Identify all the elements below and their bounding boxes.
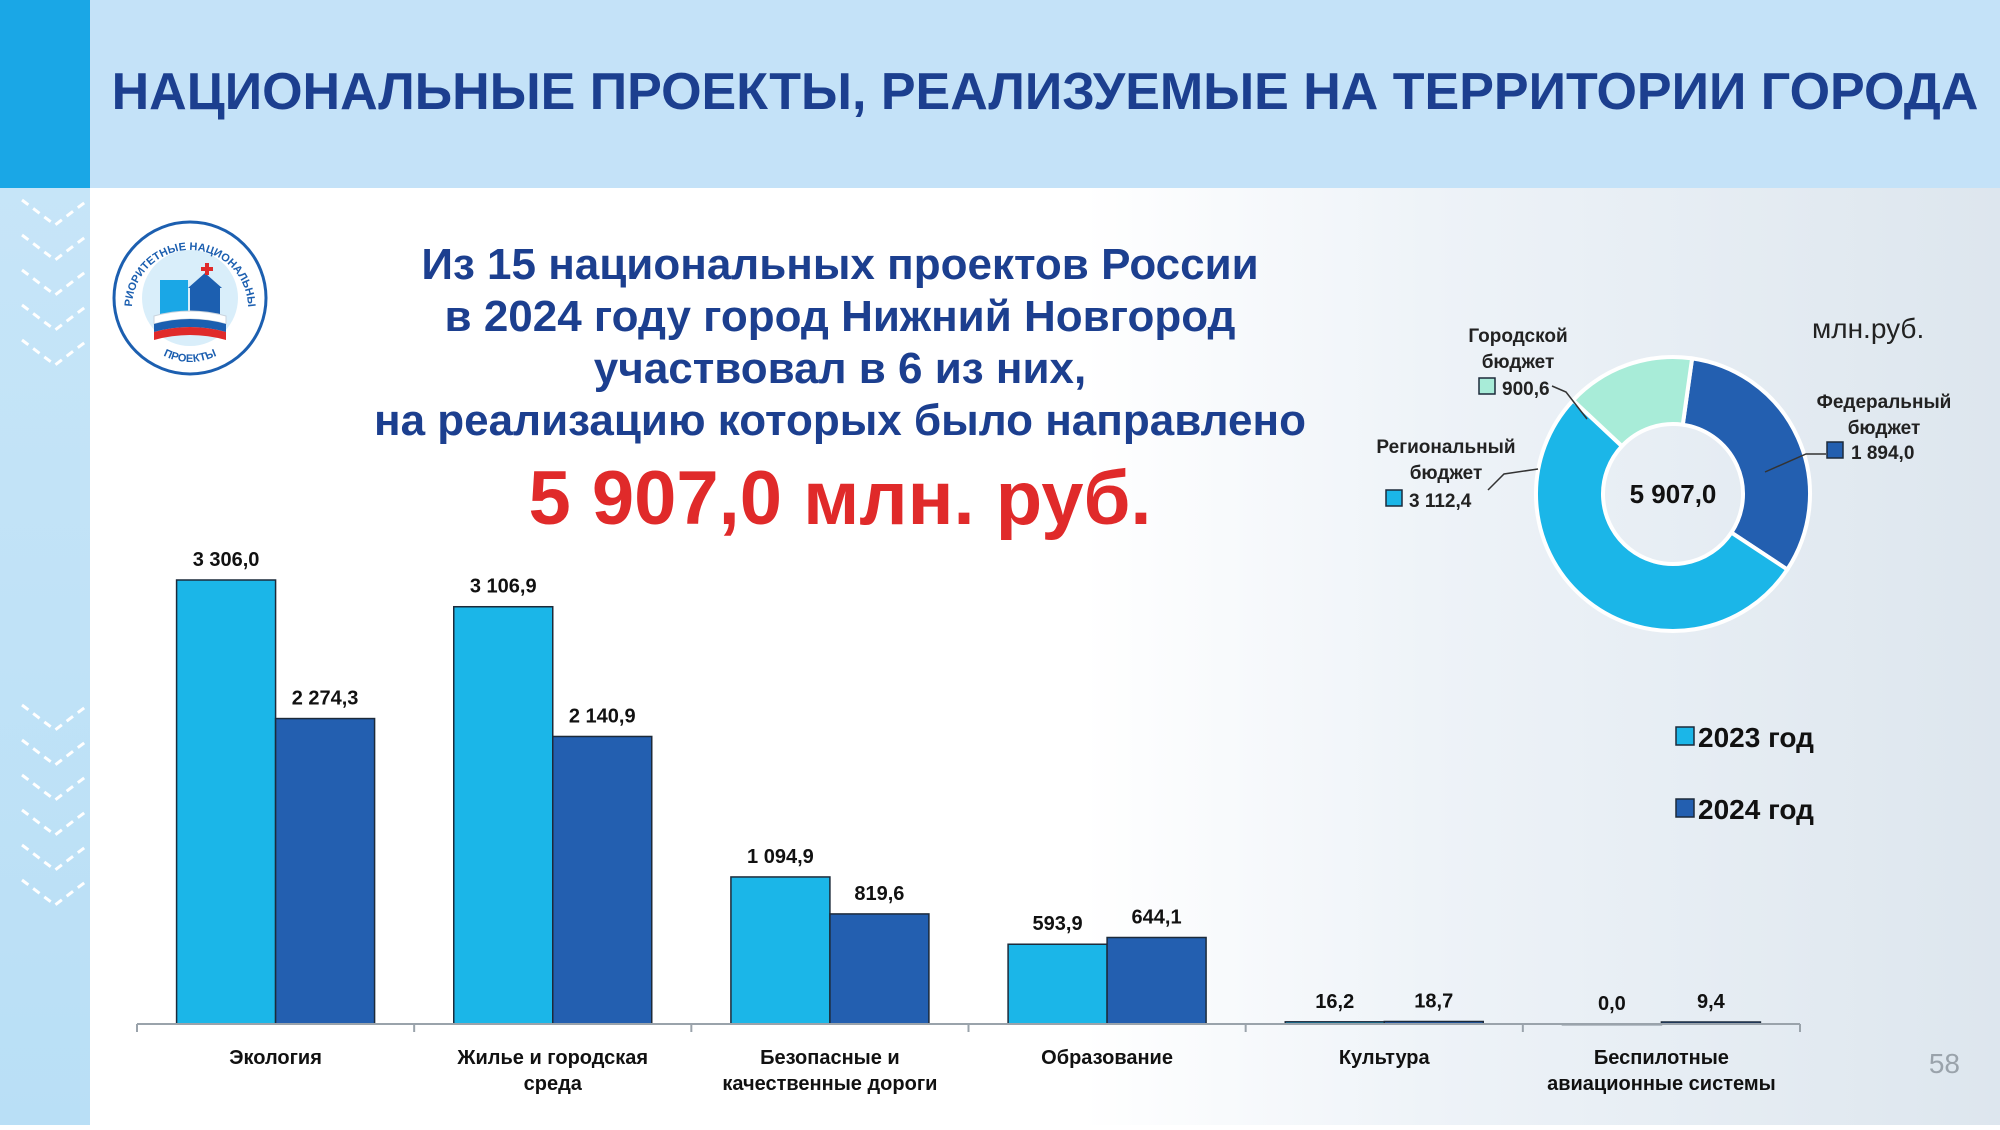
donut-slice-value: 1 894,0 <box>1851 443 1914 464</box>
legend-swatch-2023 <box>1675 726 1695 746</box>
bar-value-label: 2 140,9 <box>569 705 636 727</box>
bar-value-label: 3 106,9 <box>470 576 537 598</box>
donut-unit-label: млн.руб. <box>1812 313 1924 344</box>
donut-slice-name: бюджет <box>1482 352 1555 373</box>
bar-2024 <box>1106 936 1207 1025</box>
bar-value-label: 18,7 <box>1414 990 1453 1012</box>
intro-line-1: Из 15 национальных проектов России <box>421 240 1259 289</box>
donut-slice-name: Городской <box>1468 326 1567 347</box>
donut-legend-swatch <box>1385 489 1403 507</box>
donut-slice-federal <box>1680 356 1812 573</box>
legend-label-2023: 2023 год <box>1698 722 1814 753</box>
donut-slice-regional <box>1534 397 1791 633</box>
category-label: авиационные системы <box>1547 1073 1776 1095</box>
bar-value-label: 3 306,0 <box>193 549 260 571</box>
intro-line-3: участвовал в 6 из них, <box>593 344 1087 393</box>
donut-slice-value: 900,6 <box>1502 379 1550 400</box>
category-label: Экология <box>229 1047 322 1069</box>
bar-value-label: 16,2 <box>1315 991 1354 1013</box>
national-projects-logo: ПРИОРИТЕТНЫЕ НАЦИОНАЛЬНЫЕ ПРОЕКТЫ <box>110 218 268 376</box>
svg-text:ПРОЕКТЫ: ПРОЕКТЫ <box>162 347 218 365</box>
bar-value-label: 2 274,3 <box>292 688 359 710</box>
bar-2024 <box>274 717 376 1025</box>
category-label: качественные дороги <box>722 1073 937 1095</box>
category-label: Беспилотные <box>1594 1047 1729 1069</box>
donut-legend-swatch <box>1478 377 1496 395</box>
bar-value-label: 0,0 <box>1598 993 1626 1015</box>
legend-swatch-2024 <box>1675 798 1695 818</box>
bar-value-label: 1 094,9 <box>747 846 814 868</box>
total-amount: 5 907,0 млн. руб. <box>528 456 1152 541</box>
category-label: Образование <box>1041 1047 1173 1069</box>
bar-2023 <box>1007 943 1108 1025</box>
category-label: Безопасные и <box>760 1047 900 1069</box>
legend-label-2024: 2024 год <box>1698 794 1814 825</box>
bar-value-label: 819,6 <box>854 883 904 905</box>
donut-leader-line <box>1764 453 1826 473</box>
donut-slice-value: 3 112,4 <box>1409 491 1472 512</box>
page-number: 58 <box>1928 1048 1960 1079</box>
donut-slice-name: бюджет <box>1410 463 1483 484</box>
category-label: Культура <box>1339 1047 1431 1069</box>
donut-slice-city <box>1570 355 1695 449</box>
bar-value-label: 593,9 <box>1033 913 1083 935</box>
donut-center-label: 5 907,0 <box>1630 479 1717 509</box>
page-title: НАЦИОНАЛЬНЫЕ ПРОЕКТЫ, РЕАЛИЗУЕМЫЕ НА ТЕР… <box>111 63 1979 121</box>
donut-slice-name: бюджет <box>1848 418 1921 439</box>
donut-leader-line <box>1487 468 1539 491</box>
logo-text-bottom: ПРОЕКТЫ <box>162 347 218 365</box>
left-accent-block <box>0 0 90 188</box>
header-band <box>90 0 2000 188</box>
bar-2023 <box>175 579 277 1025</box>
intro-line-4: на реализацию которых было направлено <box>374 396 1306 445</box>
bar-2023 <box>453 605 554 1025</box>
donut-slice-name: Региональный <box>1376 437 1515 458</box>
donut-legend-swatch <box>1826 441 1844 459</box>
intro-line-2: в 2024 году город Нижний Новгород <box>444 292 1236 341</box>
donut-slice-name: Федеральный <box>1817 392 1952 413</box>
bar-value-label: 9,4 <box>1697 991 1726 1013</box>
category-label: среда <box>524 1073 583 1095</box>
bar-value-label: 644,1 <box>1132 906 1182 928</box>
donut-leader-line <box>1551 385 1588 420</box>
category-label: Жилье и городская <box>456 1047 648 1069</box>
